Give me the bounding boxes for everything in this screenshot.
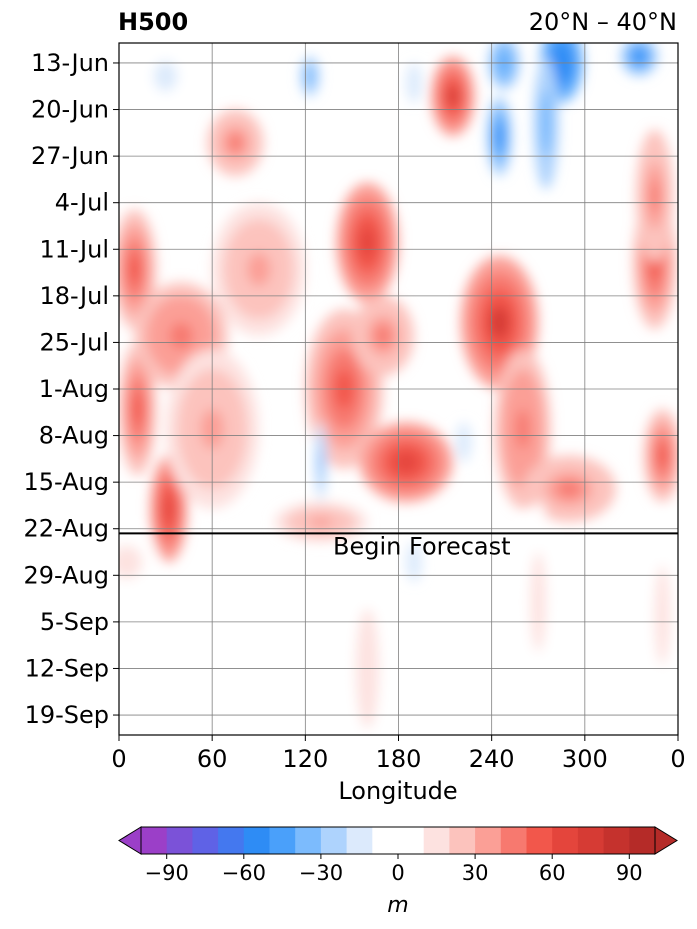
anomaly-blob-8-level-3: [375, 325, 391, 346]
anomaly-blob-5-level-3: [247, 252, 271, 286]
colorbar-segment-4: [243, 827, 270, 854]
anomaly-blob-6-level-3: [359, 227, 376, 258]
chart-title-right: 20°N – 40°N: [528, 8, 677, 36]
y-tick-label-9: 15-Aug: [23, 468, 109, 496]
anomaly-blob-27-level-3: [412, 77, 416, 88]
anomaly-blob-15-level-3: [657, 443, 668, 468]
colorbar-segment-12: [475, 827, 502, 854]
colorbar-segment-11: [449, 827, 476, 854]
y-tick-label-12: 5-Sep: [40, 608, 109, 636]
y-tick-label-10: 22-Aug: [23, 515, 109, 543]
y-tick-label-11: 29-Aug: [23, 561, 109, 589]
colorbar-extend-min: [118, 826, 142, 855]
x-tick-label-2: 120: [282, 745, 328, 773]
anomaly-blob-11-level-3: [489, 305, 510, 340]
colorbar-tick-label-2: −30: [299, 861, 343, 885]
anomaly-blob-20-level-3: [542, 106, 550, 140]
colorbar-segment-1: [166, 827, 193, 854]
colorbar-segment-14: [526, 827, 553, 854]
colorbar-segment-16: [577, 827, 605, 854]
colorbar-segment-18: [629, 827, 656, 854]
anomaly-blob-12-level-3: [515, 408, 530, 449]
colorbar-segment-9: [372, 827, 425, 854]
anomaly-blob-13-level-3: [557, 480, 581, 498]
y-tick-label-2: 27-Jun: [31, 142, 109, 170]
colorbar-tick-label-3: 0: [391, 861, 404, 885]
y-tick-label-6: 25-Jul: [40, 328, 110, 356]
anomaly-blob-16-level-3: [650, 179, 660, 213]
anomaly-blob-4-level-3: [228, 134, 243, 152]
y-tick-label-0: 13-Jun: [31, 49, 109, 77]
colorbar-label: m: [387, 893, 408, 918]
anomaly-blob-31-level-3: [119, 553, 135, 571]
y-tick-label-1: 20-Jun: [31, 96, 109, 124]
anomaly-blob-23-level-3: [307, 71, 313, 82]
anomaly-blob-32-level-3: [534, 576, 543, 627]
x-tick-label-3: 180: [376, 745, 422, 773]
y-tick-label-14: 19-Sep: [25, 701, 109, 729]
x-tick-label-0: 0: [111, 745, 126, 773]
begin-forecast-label: Begin Forecast: [333, 532, 511, 560]
y-tick-label-3: 4-Jul: [55, 189, 109, 217]
anomaly-blob-33-level-3: [658, 590, 667, 641]
anomaly-blob-25-level-3: [634, 51, 644, 62]
anomaly-blob-9-level-3: [394, 452, 418, 473]
colorbar: −90 −60 −30 0 30 60 90: [118, 826, 678, 885]
colorbar-segment-13: [500, 827, 527, 854]
colorbar-tick-label-6: 90: [616, 861, 643, 885]
x-tick-label-4: 240: [469, 745, 515, 773]
colorbar-segment-10: [423, 827, 450, 854]
anomaly-blob-1-level-3: [132, 392, 143, 426]
anomaly-blob-21-level-3: [496, 126, 503, 147]
colorbar-extend-max: [654, 826, 678, 855]
colorbar-tick-label-1: −60: [222, 861, 266, 885]
anomaly-blob-10-level-3: [447, 86, 459, 107]
colorbar-tick-label-4: 30: [462, 861, 489, 885]
y-tick-label-4: 11-Jul: [40, 235, 110, 263]
colorbar-tick-label-0: −90: [145, 861, 189, 885]
colorbar-segment-2: [192, 827, 219, 854]
chart-title-left: H500: [118, 8, 189, 36]
x-axis-label: Longitude: [338, 777, 457, 805]
anomaly-blob-17-level-3: [309, 517, 333, 528]
anomaly-blob-0-level-3: [129, 254, 140, 285]
x-tick-label-5: 300: [562, 745, 608, 773]
y-tick-label-5: 18-Jul: [40, 282, 110, 310]
anomaly-blob-28-level-3: [461, 437, 466, 448]
y-tick-label-8: 8-Aug: [39, 422, 109, 450]
colorbar-segment-0: [141, 827, 168, 854]
y-axis: 13-Jun 20-Jun 27-Jun 4-Jul 11-Jul 18-Jul 25-Ju…: [23, 49, 119, 729]
colorbar-segment-17: [603, 827, 630, 854]
colorbar-segment-6: [295, 827, 322, 854]
y-tick-label-13: 12-Sep: [25, 654, 109, 682]
x-tick-label-6: 0: [670, 745, 685, 773]
colorbar-segment-8: [346, 827, 373, 854]
grid-lines: [119, 43, 678, 735]
anomaly-blob-29-level-3: [412, 557, 416, 567]
anomaly-blob-24-level-3: [319, 452, 323, 473]
x-axis: 0 60 120 180 240 300 0: [111, 735, 686, 773]
anomaly-blob-3-level-3: [169, 322, 193, 350]
y-tick-label-7: 1-Aug: [39, 375, 109, 403]
colorbar-segment-3: [218, 827, 245, 854]
colorbar-segment-7: [320, 827, 348, 854]
x-tick-label-1: 60: [197, 745, 228, 773]
colorbar-tick-label-5: 60: [539, 861, 566, 885]
anomaly-blob-2-level-3: [164, 495, 174, 523]
colorbar-segment-15: [552, 827, 579, 854]
colorbar-segment-5: [269, 827, 296, 854]
anomaly-blob-26-level-3: [161, 71, 170, 82]
